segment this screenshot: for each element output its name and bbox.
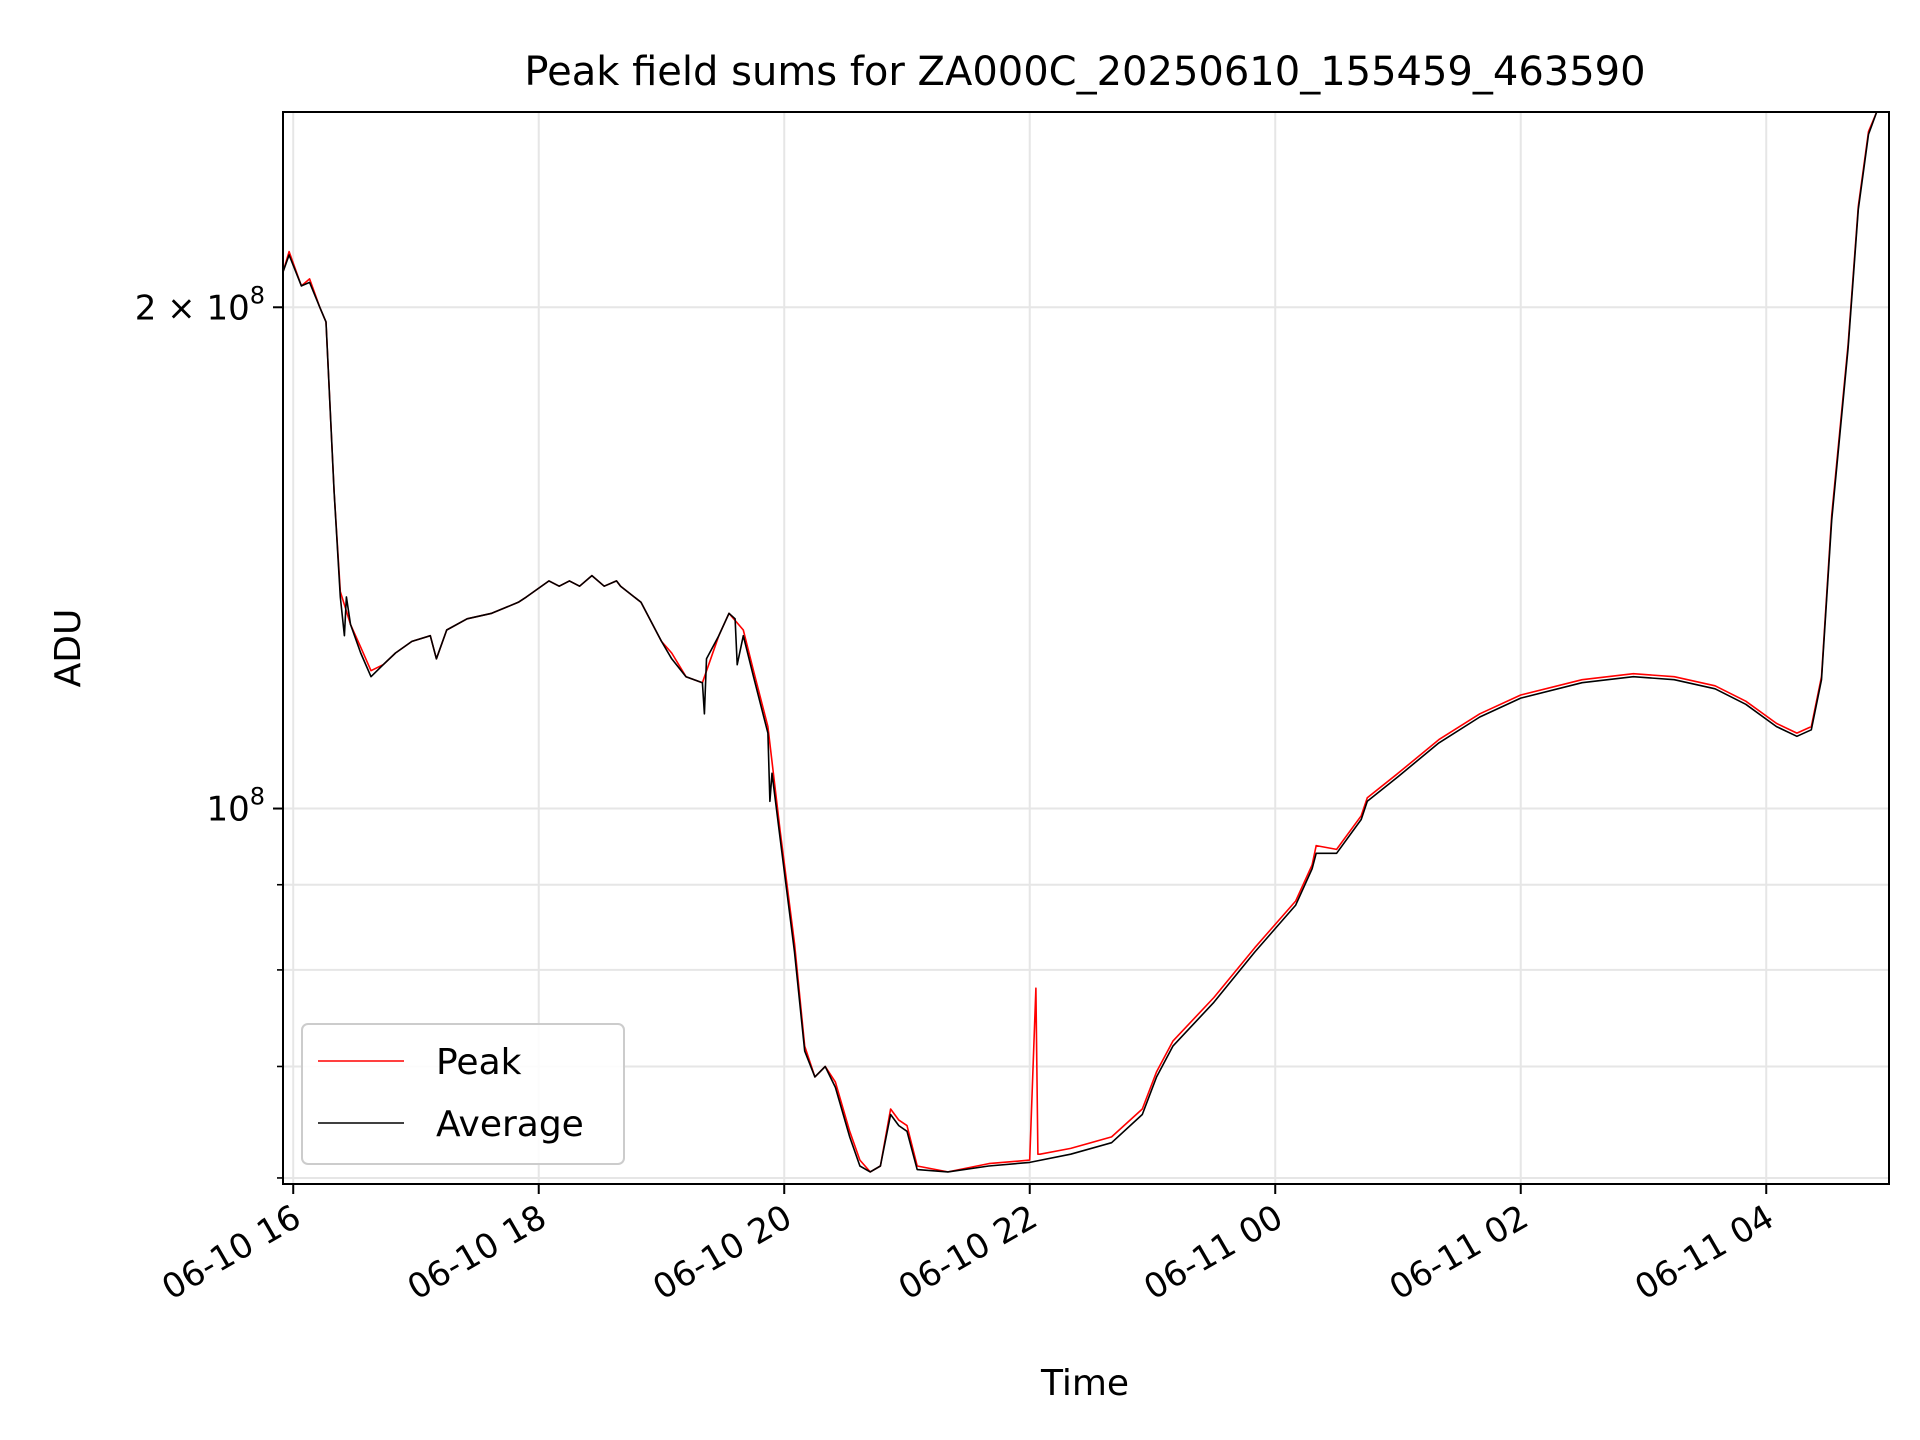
x-axis-label: Time bbox=[1040, 1363, 1129, 1404]
legend-peak-label: Peak bbox=[436, 1042, 522, 1083]
chart-title: Peak field sums for ZA000C_20250610_1554… bbox=[524, 49, 1645, 95]
series-line-average bbox=[283, 112, 1889, 1173]
legend-average-label: Average bbox=[436, 1104, 584, 1145]
y-axis-label: ADU bbox=[48, 609, 89, 688]
grid-lines bbox=[283, 112, 1889, 1184]
y-tick-label: 2 × 108 bbox=[135, 281, 265, 328]
series-layer bbox=[283, 112, 1889, 1173]
y-tick-label: 108 bbox=[206, 783, 265, 830]
y-axis: 2 × 108 108 bbox=[135, 281, 283, 1179]
legend: Peak Average bbox=[301, 1023, 625, 1165]
plot-frame bbox=[282, 111, 1890, 1185]
legend-box bbox=[301, 1023, 625, 1165]
